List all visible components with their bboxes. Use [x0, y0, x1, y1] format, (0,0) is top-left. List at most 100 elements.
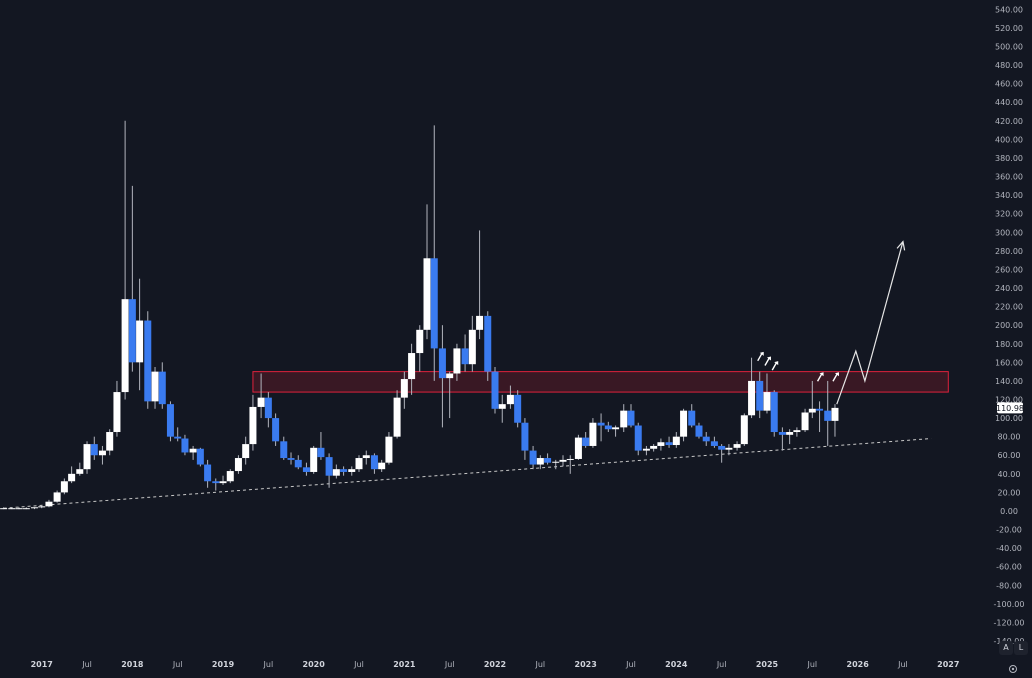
candle-body	[317, 447, 325, 458]
candle-body	[76, 469, 84, 474]
signal-marker-icon	[764, 356, 771, 366]
y-tick-label: 60.00	[998, 451, 1021, 460]
x-tick-label: 2020	[303, 660, 326, 669]
candle-down	[204, 459, 212, 488]
candle-body	[355, 458, 363, 470]
candle-body	[589, 422, 597, 446]
candle-down	[325, 453, 333, 488]
candle-body	[672, 436, 680, 446]
candle-down	[816, 401, 824, 433]
candle-up	[22, 507, 30, 510]
candle-body	[249, 406, 257, 445]
candle-body	[430, 258, 438, 349]
candle-up	[408, 343, 416, 395]
candle-up	[498, 394, 506, 423]
candle-body	[113, 392, 121, 433]
candle-body	[514, 394, 522, 423]
candle-body	[30, 507, 38, 509]
candle-up	[310, 445, 318, 474]
signal-marker-icon	[757, 351, 764, 362]
candle-down	[688, 404, 696, 428]
candle-body	[468, 329, 476, 365]
candle-up	[831, 404, 839, 437]
candle-body	[121, 299, 129, 393]
candle-body	[294, 459, 302, 468]
x-tick-label: 2018	[121, 660, 144, 669]
candles-layer	[0, 120, 839, 510]
candle-body	[793, 430, 801, 433]
auto-scale-button[interactable]: A	[999, 641, 1013, 655]
candle-body	[408, 353, 416, 380]
candle-up	[8, 507, 16, 510]
x-tick-label: 2023	[575, 660, 597, 669]
candle-body	[174, 436, 182, 439]
candle-up	[566, 455, 574, 474]
candle-body	[491, 371, 499, 409]
candle-up	[642, 445, 650, 456]
candle-up	[45, 499, 53, 508]
resistance-zone-layer	[252, 371, 949, 393]
x-tick-label: 2026	[847, 660, 870, 669]
gear-icon[interactable]	[1008, 659, 1018, 673]
candle-body	[272, 418, 280, 442]
candle-down	[287, 452, 295, 465]
candle-up	[53, 490, 61, 503]
candle-body	[650, 445, 658, 449]
candle-body	[702, 436, 710, 442]
candle-body	[68, 473, 76, 482]
y-tick-label: -60.00	[996, 563, 1022, 572]
candle-down	[529, 445, 537, 470]
x-axis[interactable]: 2017 Jul 2018 Jul 2019 Jul 2020 Jul 2021 Jul 2022 J…	[31, 660, 960, 669]
candle-body	[770, 392, 778, 433]
candle-body	[332, 469, 340, 476]
y-tick-label: 80.00	[998, 433, 1021, 442]
candle-up	[657, 438, 665, 451]
current-price-label: 110.98	[996, 402, 1024, 414]
candle-down	[174, 427, 182, 442]
candle-body	[453, 348, 461, 374]
signal-markers-layer	[757, 351, 839, 382]
candle-up	[725, 444, 733, 456]
candle-down	[634, 422, 642, 456]
y-tick-label: 480.00	[995, 61, 1023, 70]
candle-body	[680, 410, 688, 437]
x-tick-label: Jul	[625, 660, 636, 669]
candle-body	[620, 410, 628, 428]
candle-body	[378, 462, 386, 470]
y-tick-label: 320.00	[995, 210, 1023, 219]
candle-up	[76, 462, 84, 476]
candle-body	[544, 458, 552, 463]
candle-up	[106, 429, 114, 456]
y-tick-label: -40.00	[996, 544, 1022, 553]
candle-body	[189, 448, 197, 453]
candle-up	[113, 380, 121, 437]
candle-down	[280, 436, 288, 460]
candle-up	[672, 432, 680, 448]
candle-down	[90, 436, 98, 460]
candle-body	[400, 379, 408, 398]
log-scale-button[interactable]: L	[1014, 641, 1028, 655]
candle-body	[574, 437, 582, 459]
candle-up	[589, 418, 597, 448]
candle-body	[725, 447, 733, 450]
candle-down	[627, 404, 635, 428]
candle-down	[370, 453, 378, 474]
candle-body	[665, 442, 673, 446]
y-tick-label: -80.00	[996, 581, 1022, 590]
candle-down	[438, 325, 446, 428]
candle-up	[0, 507, 8, 510]
y-tick-label: 440.00	[995, 98, 1023, 107]
y-axis[interactable]: 540.00 520.00 500.00 480.00 460.00 440.00 420.…	[994, 5, 1025, 646]
candle-down	[770, 390, 778, 437]
candle-body	[0, 508, 8, 510]
candle-up	[98, 445, 106, 465]
signal-marker-icon	[832, 372, 839, 382]
candle-body	[438, 348, 446, 379]
candle-body	[166, 404, 174, 437]
candle-body	[90, 444, 98, 456]
candle-body	[196, 448, 204, 465]
candle-up	[362, 450, 370, 465]
candle-body	[385, 436, 393, 463]
